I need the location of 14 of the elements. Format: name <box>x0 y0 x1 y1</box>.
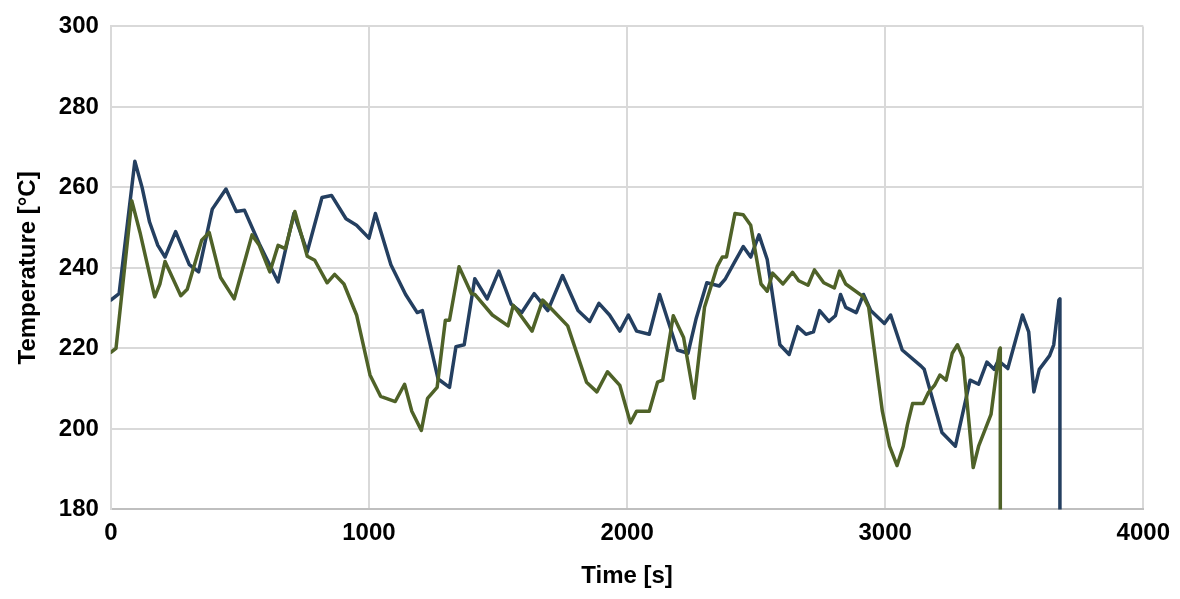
y-tick-label: 260 <box>58 172 99 200</box>
x-tick-label: 2000 <box>600 518 654 546</box>
y-tick-label: 300 <box>58 11 99 39</box>
x-axis-title: Time [s] <box>581 561 673 589</box>
y-tick-label: 220 <box>58 333 99 361</box>
x-tick-label: 1000 <box>342 518 396 546</box>
y-tick-label: 200 <box>58 413 99 441</box>
x-tick-label: 3000 <box>858 518 912 546</box>
y-tick-label: 240 <box>58 252 99 280</box>
x-tick-label: 4000 <box>1116 518 1170 546</box>
y-tick-label: 280 <box>58 91 99 119</box>
x-tick-label: 0 <box>104 518 118 546</box>
y-tick-label: 180 <box>58 494 99 522</box>
y-axis-title: Temperature [°C] <box>13 171 41 365</box>
